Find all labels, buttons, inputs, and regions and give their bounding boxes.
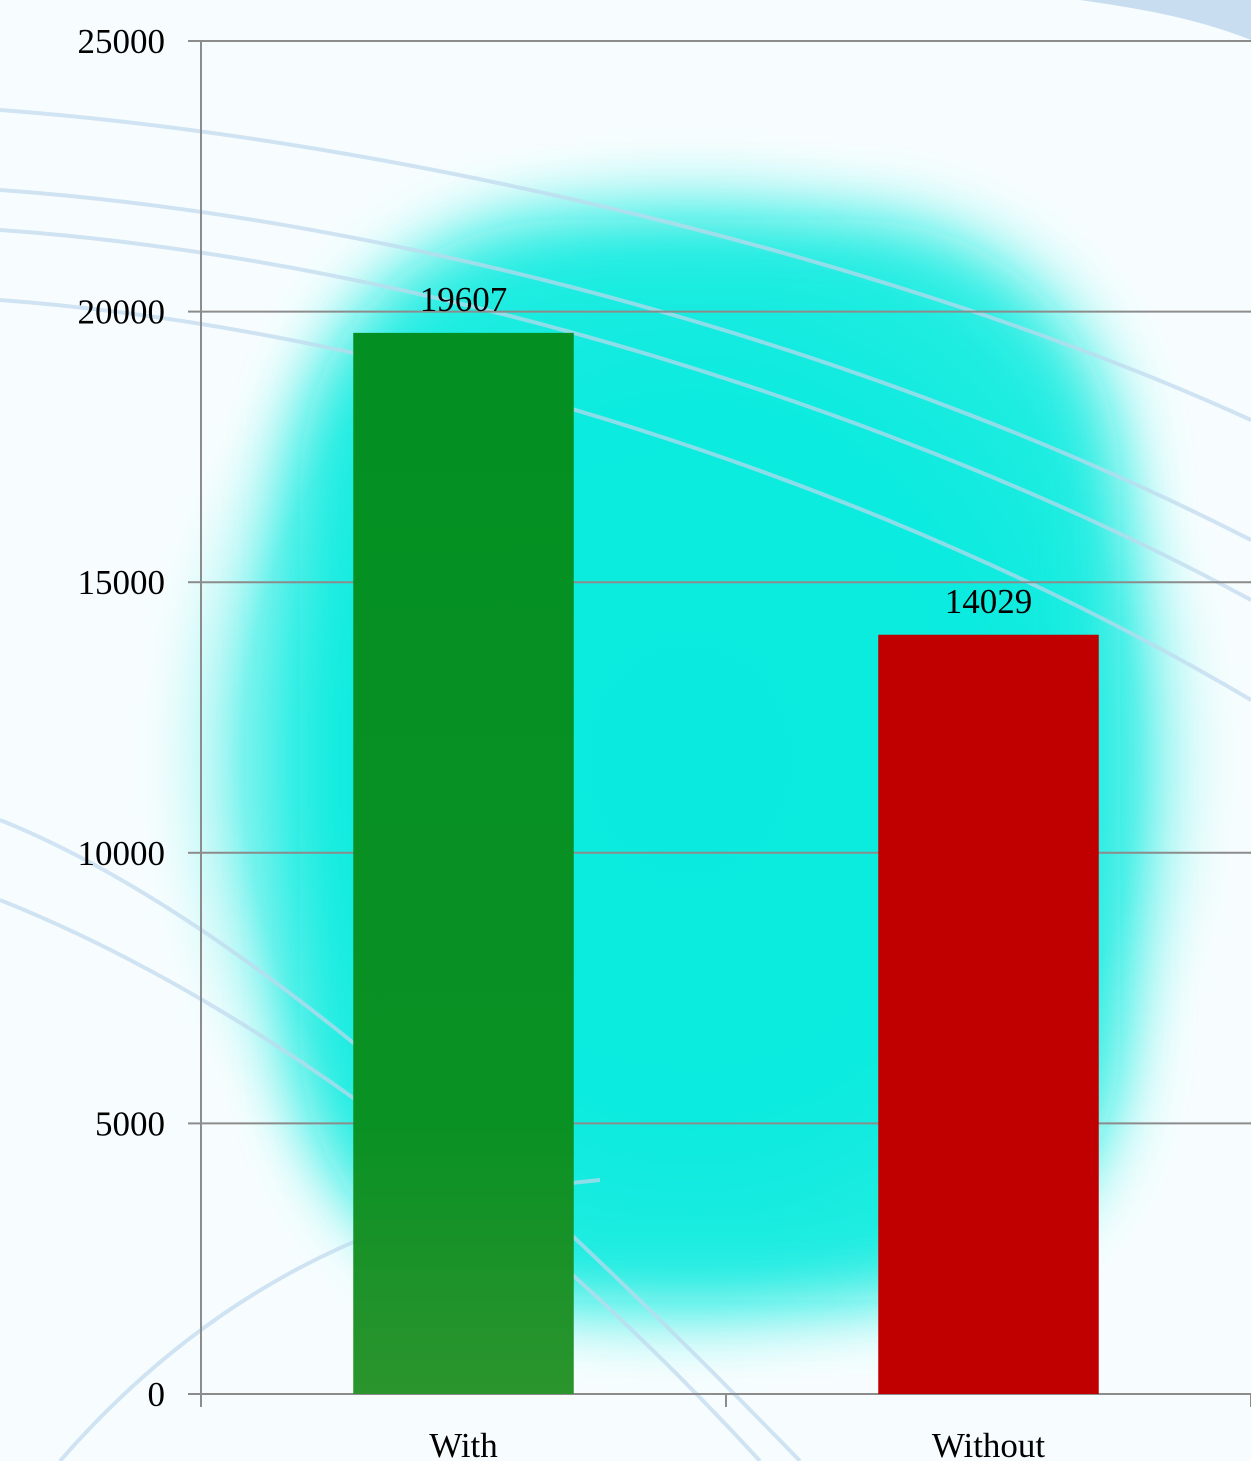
y-tick-label: 20000 [78, 293, 166, 332]
data-label-without: 14029 [945, 582, 1033, 621]
bar-with[interactable] [353, 332, 574, 1395]
bars [353, 332, 1099, 1395]
x-tick-label-with: With [429, 1426, 498, 1461]
y-axis-tick-labels: 0 5000 10000 15000 20000 25000 [78, 22, 166, 1414]
x-axis-tick-labels: With Without [429, 1426, 1045, 1461]
data-label-with: 19607 [420, 280, 508, 319]
y-tick-label: 10000 [78, 834, 166, 873]
x-tick-label-without: Without [932, 1426, 1046, 1461]
bar-without[interactable] [878, 634, 1099, 1394]
y-tick-label: 0 [148, 1375, 166, 1414]
y-tick-label: 25000 [78, 22, 166, 61]
y-tick-label: 5000 [95, 1104, 165, 1143]
data-labels: 19607 14029 [420, 280, 1033, 621]
y-tick-label: 15000 [78, 563, 166, 602]
